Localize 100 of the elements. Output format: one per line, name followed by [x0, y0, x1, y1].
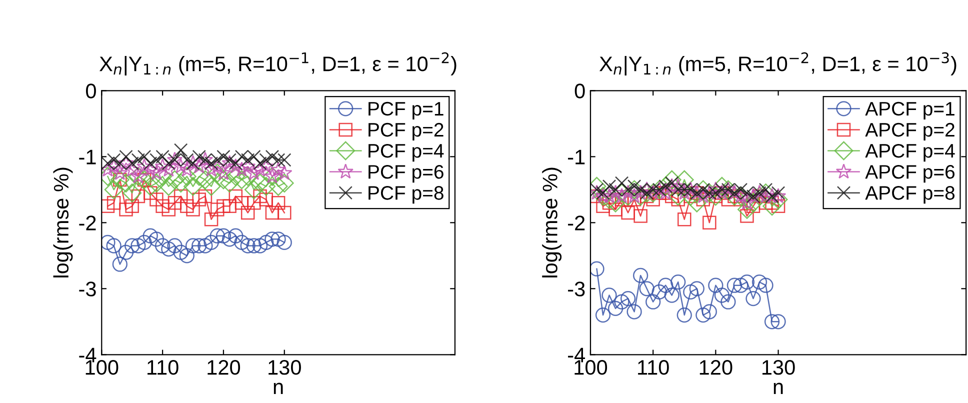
point — [202, 176, 221, 196]
point — [116, 174, 136, 193]
point — [191, 158, 207, 174]
point — [119, 150, 133, 164]
point — [687, 193, 706, 212]
point — [154, 158, 170, 174]
legend-label: PCF p=1 — [368, 102, 444, 120]
point — [770, 314, 786, 330]
point — [240, 158, 256, 174]
point — [150, 153, 164, 167]
point — [600, 190, 619, 210]
y-tick-label: -1 — [568, 150, 585, 164]
point — [683, 284, 698, 300]
point — [174, 143, 188, 157]
point — [234, 234, 250, 250]
point — [131, 153, 146, 167]
point — [203, 162, 220, 177]
point — [244, 180, 264, 200]
point — [198, 238, 213, 254]
point — [179, 248, 194, 264]
point — [264, 232, 280, 247]
point — [112, 256, 128, 272]
point — [270, 232, 286, 247]
point — [110, 170, 130, 190]
point — [658, 278, 674, 293]
point — [226, 167, 246, 186]
point — [726, 278, 742, 293]
point — [662, 170, 682, 190]
point — [137, 150, 152, 164]
point — [668, 186, 688, 206]
point — [204, 234, 219, 250]
point — [246, 238, 262, 254]
point — [173, 244, 188, 260]
point — [746, 290, 761, 306]
point — [142, 162, 158, 177]
legend-label: APCF p=8 — [865, 186, 955, 204]
point — [167, 238, 182, 254]
point — [177, 167, 196, 186]
point — [240, 206, 255, 220]
point — [714, 288, 730, 303]
point — [162, 156, 176, 170]
point — [639, 281, 654, 296]
point — [276, 234, 292, 250]
point — [204, 212, 218, 226]
y-axis-title: log(rmse %) — [542, 168, 562, 278]
y-tick-label: -1 — [79, 150, 96, 164]
point — [678, 212, 692, 226]
point — [156, 199, 170, 214]
chart-title: X$_{n}$|Y$_{1:n}$ (m=5, R=10$^{−2}$, D=1, ε = 10$^{−3}$) — [599, 52, 956, 76]
point — [768, 190, 788, 210]
point — [762, 196, 782, 216]
point — [238, 167, 258, 186]
point — [626, 188, 642, 204]
point — [119, 202, 133, 216]
point — [626, 304, 642, 320]
y-axis-title: log(rmse %) — [53, 168, 73, 278]
x-axis-title: n — [774, 382, 783, 394]
point — [172, 158, 189, 174]
point — [240, 153, 255, 167]
point — [153, 167, 172, 186]
point — [670, 178, 686, 194]
point — [637, 183, 656, 202]
point — [738, 200, 756, 219]
point — [192, 238, 207, 254]
point — [595, 307, 611, 323]
point — [739, 274, 755, 290]
point — [271, 196, 286, 210]
point — [253, 156, 267, 170]
x-tick-label: 120 — [208, 360, 240, 375]
x-tick-label: 100 — [574, 360, 608, 375]
legend-label: APCF p=1 — [865, 102, 954, 120]
point — [102, 234, 116, 250]
x-axis-title: n — [274, 382, 283, 394]
point — [702, 216, 716, 230]
legend-label: APCF p=4 — [865, 144, 955, 162]
legend-label: APCF p=6 — [865, 165, 955, 183]
point — [106, 196, 121, 210]
point — [646, 294, 661, 310]
point — [210, 228, 225, 244]
y-tick-label: 0 — [86, 84, 96, 98]
point — [159, 176, 178, 196]
point — [220, 174, 240, 193]
point — [614, 188, 630, 204]
point — [140, 176, 160, 196]
legend-label: PCF p=6 — [368, 165, 444, 183]
x-tick-label: 110 — [638, 360, 669, 375]
point — [216, 199, 230, 214]
point — [185, 238, 201, 254]
point — [702, 304, 717, 320]
point — [232, 170, 252, 190]
point — [150, 192, 164, 206]
point — [196, 170, 215, 190]
point — [733, 278, 748, 293]
x-tick-label: 120 — [700, 360, 732, 375]
point — [136, 158, 152, 174]
point — [256, 176, 276, 196]
point — [208, 164, 227, 183]
x-tick-label: 100 — [86, 360, 118, 375]
point — [234, 162, 250, 177]
point — [720, 294, 736, 310]
